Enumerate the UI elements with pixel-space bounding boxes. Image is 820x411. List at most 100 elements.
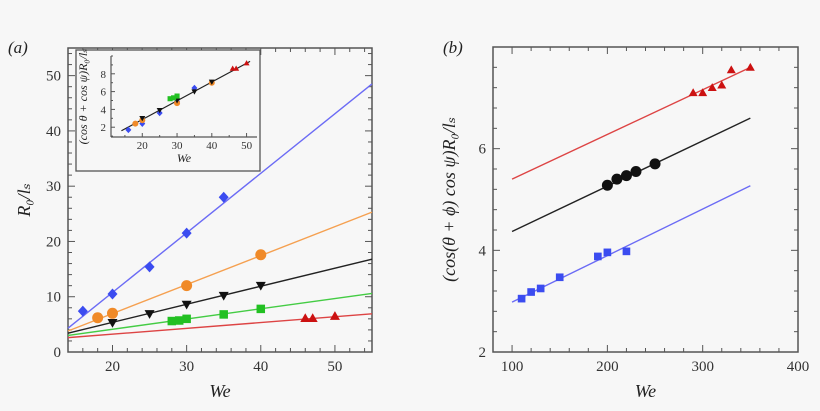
data-point-square <box>256 304 266 314</box>
plot-frame <box>67 47 373 353</box>
data-point-square <box>555 273 564 282</box>
y-tick-label: 2 <box>479 345 487 361</box>
data-point-circle <box>620 170 632 182</box>
data-point-diamond <box>218 191 229 203</box>
data-point-diamond <box>181 227 192 239</box>
y-tick-label: 50 <box>46 69 61 85</box>
inset-point-triangle-down <box>191 89 198 95</box>
inset-series-3 <box>167 93 180 102</box>
data-point-diamond <box>77 305 88 317</box>
inset-point-triangle-up <box>243 60 250 66</box>
series-a-3 <box>67 292 373 337</box>
data-point-circle <box>630 166 642 178</box>
data-point-triangle-down <box>218 291 229 301</box>
x-tick-label: 300 <box>691 359 714 375</box>
inset-frame <box>75 49 261 172</box>
data-point-triangle-up <box>698 88 708 97</box>
data-point-square <box>167 316 177 326</box>
data-point-square <box>603 248 612 257</box>
data-point-triangle-down <box>144 310 155 319</box>
series-a-4 <box>67 311 373 339</box>
panel-a: 20 30 40 50 0 10 20 30 40 50 We R₀/lₛ <box>14 47 373 401</box>
y-axis-label: R₀/lₛ <box>14 183 34 217</box>
y-tick-label: 8 <box>101 69 107 81</box>
x-tick-label: 50 <box>327 359 342 375</box>
data-point-triangle-up <box>329 311 340 320</box>
x-axis-label: We <box>209 381 230 401</box>
x-tick-label: 30 <box>172 140 184 152</box>
y-tick-label: 4 <box>479 243 487 259</box>
data-point-circle <box>181 280 193 292</box>
y-tick-label: 30 <box>46 179 61 195</box>
series-b-0 <box>511 62 755 180</box>
fit-line <box>67 83 373 329</box>
x-tick-label: 20 <box>137 140 149 152</box>
plot-frame <box>492 46 799 353</box>
y-tick-label: 2 <box>101 122 107 134</box>
panel-label-a: (a) <box>8 38 28 57</box>
data-point-triangle-down <box>255 281 266 291</box>
y-tick-label: 10 <box>46 290 61 306</box>
inset-point-triangle-down <box>156 108 163 114</box>
data-point-square <box>517 294 526 303</box>
fit-line <box>511 185 751 303</box>
inset-point-circle <box>132 120 139 127</box>
x-tick-label: 50 <box>241 140 253 152</box>
data-point-square <box>536 284 545 293</box>
data-point-triangle-up <box>300 313 311 323</box>
data-point-circle <box>601 179 613 191</box>
x-tick-label: 20 <box>105 359 120 375</box>
y-tick-label: 4 <box>101 104 107 116</box>
x-tick-label: 400 <box>787 359 810 375</box>
y-tick-label: 40 <box>46 124 61 140</box>
inset-point-triangle-up <box>233 65 240 71</box>
y-axis-label: (cos(θ + ϕ) cos ψ)R₀/lₛ <box>439 117 460 282</box>
x-tick-label: 40 <box>253 359 268 375</box>
inset-series-4 <box>229 60 250 71</box>
data-point-square <box>594 252 602 261</box>
data-point-triangle-down <box>181 300 192 310</box>
series-a-2 <box>67 258 373 334</box>
fit-line <box>67 211 373 332</box>
data-point-square <box>219 310 228 319</box>
y-tick-label: 6 <box>479 142 487 158</box>
inset-point-square <box>174 93 180 99</box>
series-a-0 <box>67 83 373 329</box>
inset-panel: 20 30 40 50 2 4 6 8 We (cos θ + cos ψ)R₀/lₛ <box>76 49 257 165</box>
data-point-triangle-up <box>307 313 318 323</box>
data-point-square <box>182 314 191 324</box>
x-axis-label: We <box>177 151 192 165</box>
x-axis-label: We <box>635 381 656 401</box>
data-point-square <box>622 247 631 256</box>
series-b-1 <box>511 117 751 233</box>
series-a-1 <box>67 211 373 332</box>
data-point-diamond <box>144 261 155 273</box>
y-tick-label: 6 <box>101 87 107 99</box>
fit-line <box>67 313 373 339</box>
data-point-diamond <box>107 288 118 300</box>
data-point-square <box>174 316 184 325</box>
series-b-2 <box>511 185 751 303</box>
data-point-triangle-up <box>717 80 727 89</box>
data-point-circle <box>106 307 118 319</box>
inset-point-triangle-down <box>139 116 146 122</box>
data-point-circle <box>92 312 104 324</box>
fit-line <box>67 258 373 334</box>
x-tick-label: 100 <box>501 359 524 375</box>
panel-label-b: (b) <box>443 38 463 57</box>
fit-line <box>511 66 751 180</box>
data-point-circle <box>611 173 623 185</box>
inset-point-square <box>171 95 177 101</box>
data-point-square <box>527 288 535 296</box>
y-tick-label: 20 <box>46 234 61 250</box>
data-point-circle <box>649 158 661 170</box>
x-tick-label: 40 <box>206 140 218 152</box>
data-point-triangle-up <box>745 62 755 71</box>
data-point-triangle-up <box>726 65 736 74</box>
x-tick-label: 200 <box>596 359 619 375</box>
inset-point-square <box>167 96 173 102</box>
data-point-triangle-down <box>107 318 118 328</box>
inset-point-diamond <box>125 126 132 134</box>
inset-point-triangle-down <box>208 79 215 85</box>
